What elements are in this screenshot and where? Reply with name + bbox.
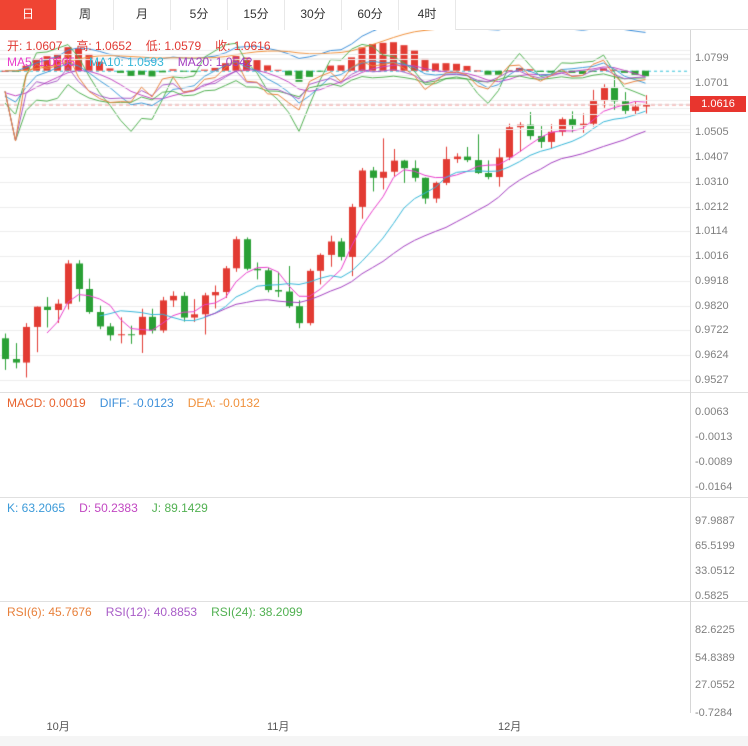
low-label: 低: 1.0579 [145, 39, 202, 53]
price-axis-label: 1.0799 [695, 52, 729, 64]
diff-label: DIFF: -0.0123 [99, 396, 174, 410]
open-label: 开: 1.0607 [7, 39, 63, 53]
k-label: K: 63.2065 [7, 501, 66, 515]
macd-axis-label: -0.0164 [695, 481, 733, 493]
rsi6-label: RSI(6): 45.7676 [7, 605, 92, 619]
price-axis-label: 0.9820 [695, 299, 729, 312]
close-label: 收: 1.0616 [215, 39, 271, 53]
kdj-axis-label: 97.9887 [695, 515, 735, 527]
j-label: J: 89.1429 [151, 501, 208, 515]
rsi-canvas[interactable] [0, 30, 690, 142]
panel-divider [0, 392, 748, 393]
kdj-axis-label: 65.5199 [695, 540, 735, 552]
high-label: 高: 1.0652 [76, 39, 132, 53]
month-label: 10月 [46, 721, 70, 733]
d-label: D: 50.2383 [79, 501, 138, 515]
tab-日[interactable]: 日 [0, 0, 57, 30]
macd-label: MACD: 0.0019 [7, 396, 86, 410]
price-axis-label: 0.9527 [695, 374, 729, 386]
price-axis-label: 1.0505 [695, 126, 729, 139]
tab-月[interactable]: 月 [114, 0, 171, 30]
rsi-axis-label: 54.8389 [695, 651, 735, 664]
bottom-strip [0, 736, 748, 746]
rsi-axis-label: 27.0552 [695, 679, 735, 691]
price-axis-label: 1.0016 [695, 250, 729, 263]
price-axis-label: 1.0407 [695, 151, 729, 164]
dea-label: DEA: -0.0132 [187, 396, 260, 410]
macd-axis-label: -0.0013 [695, 431, 733, 443]
tab-15分[interactable]: 15分 [228, 0, 285, 30]
macd-legend: MACD: 0.0019 DIFF: -0.0123 DEA: -0.0132 [7, 396, 260, 410]
kdj-axis-label: 33.0512 [695, 565, 735, 577]
current-price-tag: 1.0616 [690, 96, 746, 112]
price-axis-divider [690, 30, 691, 713]
main-ma-legend: MA5: 1.0605 MA10: 1.0593 MA20: 1.0542 [7, 55, 252, 69]
price-axis-label: 1.0212 [695, 200, 729, 213]
price-axis-label: 1.0114 [695, 225, 728, 238]
ma20-label: MA20: 1.0542 [177, 55, 253, 69]
tab-5分[interactable]: 5分 [171, 0, 228, 30]
price-axis-label: 0.9722 [695, 324, 729, 337]
panel-divider [0, 497, 748, 498]
tab-周[interactable]: 周 [57, 0, 114, 30]
x-axis-strip [0, 713, 748, 735]
tab-4时[interactable]: 4时 [399, 0, 456, 30]
rsi-legend: RSI(6): 45.7676 RSI(12): 40.8853 RSI(24): … [7, 605, 303, 619]
rsi-axis-label: -0.7284 [695, 706, 733, 719]
kdj-legend: K: 63.2065 D: 50.2383 J: 89.1429 [7, 501, 208, 515]
rsi12-label: RSI(12): 40.8853 [105, 605, 198, 619]
kdj-axis-label: 0.5825 [695, 590, 729, 602]
chart-root: 开: 1.0607 高: 1.0652 低: 1.0579 收: 1.0616 MA5… [0, 30, 748, 746]
ma5-label: MA5: 1.0605 [7, 55, 76, 69]
month-label: 11月 [267, 721, 290, 733]
price-axis-label: 0.9918 [695, 274, 729, 287]
macd-axis-label: -0.0089 [695, 456, 733, 468]
timeframe-tabs: 日周月 5分 15分 30分 60分 4时 [0, 0, 748, 30]
price-axis-label: 1.0701 [695, 76, 729, 89]
rsi24-label: RSI(24): 38.2099 [211, 605, 303, 619]
rsi-axis-label: 82.6225 [695, 624, 735, 636]
panel-divider [0, 601, 748, 602]
month-label: 12月 [498, 721, 522, 733]
macd-axis-label: 0.0063 [695, 406, 729, 418]
price-axis-label: 0.9624 [695, 349, 729, 362]
tab-30分[interactable]: 30分 [285, 0, 342, 30]
ma10-label: MA10: 1.0593 [89, 55, 164, 69]
tab-60分[interactable]: 60分 [342, 0, 399, 30]
main-ohlc-legend: 开: 1.0607 高: 1.0652 低: 1.0579 收: 1.0616 [7, 37, 271, 54]
price-axis-label: 1.0310 [695, 175, 729, 188]
